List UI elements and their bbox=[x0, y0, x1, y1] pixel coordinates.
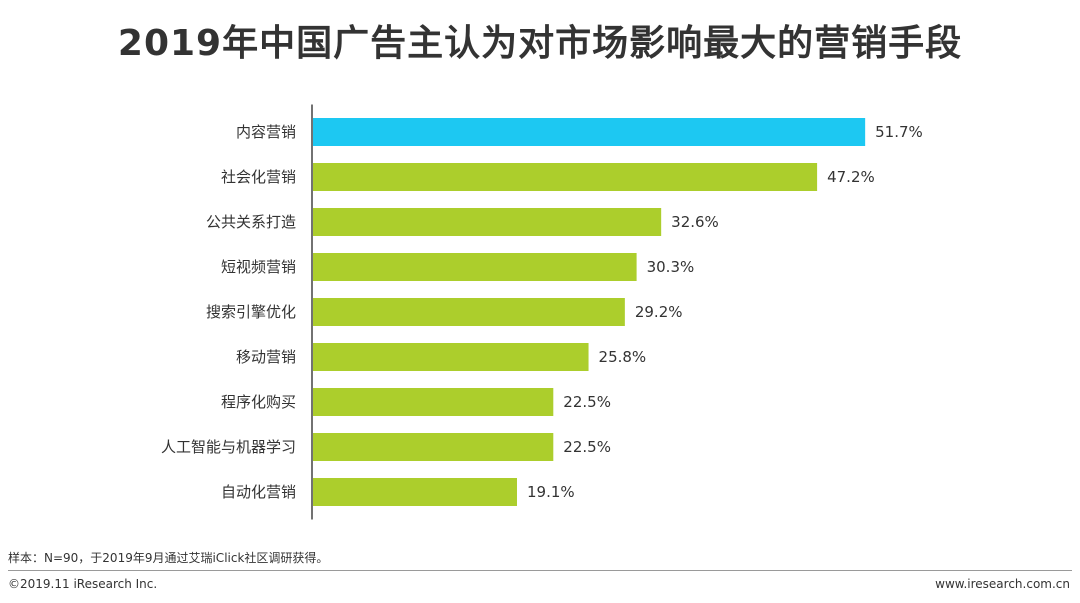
value-label: 22.5% bbox=[563, 393, 611, 411]
category-label: 内容营销 bbox=[236, 123, 296, 141]
value-label: 32.6% bbox=[671, 213, 719, 231]
sample-note: 样本：N=90，于2019年9月通过艾瑞iClick社区调研获得。 bbox=[8, 551, 329, 565]
footer-divider bbox=[8, 570, 1072, 571]
bars-layer bbox=[313, 118, 866, 506]
category-label: 自动化营销 bbox=[221, 483, 296, 501]
bar bbox=[313, 478, 517, 506]
category-label: 人工智能与机器学习 bbox=[161, 438, 296, 456]
bar-chart: 内容营销 51.7% 社会化营销 47.2% 公共关系打造 32.6% 短视频营销 30.3%… bbox=[161, 104, 923, 520]
category-label: 移动营销 bbox=[236, 348, 296, 366]
bar bbox=[313, 388, 554, 416]
category-label: 社会化营销 bbox=[221, 168, 296, 186]
value-label: 47.2% bbox=[827, 168, 875, 186]
bar bbox=[313, 163, 818, 191]
copyright-text: ©2019.11 iResearch Inc. bbox=[8, 577, 158, 591]
bar bbox=[313, 343, 589, 371]
labels-layer: 内容营销 51.7% 社会化营销 47.2% 公共关系打造 32.6% 短视频营销 30.3%… bbox=[161, 123, 923, 501]
value-label: 51.7% bbox=[875, 123, 923, 141]
bar bbox=[313, 298, 625, 326]
bar bbox=[313, 433, 554, 461]
value-label: 19.1% bbox=[527, 483, 575, 501]
chart-title: 2019年中国广告主认为对市场影响最大的营销手段 bbox=[117, 23, 963, 64]
value-label: 30.3% bbox=[647, 258, 695, 276]
website-text: www.iresearch.com.cn bbox=[935, 577, 1070, 591]
category-label: 短视频营销 bbox=[221, 258, 296, 276]
value-label: 29.2% bbox=[635, 303, 683, 321]
bar bbox=[313, 208, 662, 236]
bar bbox=[313, 253, 637, 281]
category-label: 程序化购买 bbox=[221, 393, 296, 411]
category-label: 搜索引擎优化 bbox=[206, 303, 296, 321]
category-label: 公共关系打造 bbox=[206, 213, 296, 231]
value-label: 25.8% bbox=[599, 348, 647, 366]
bar bbox=[313, 118, 866, 146]
value-label: 22.5% bbox=[563, 438, 611, 456]
